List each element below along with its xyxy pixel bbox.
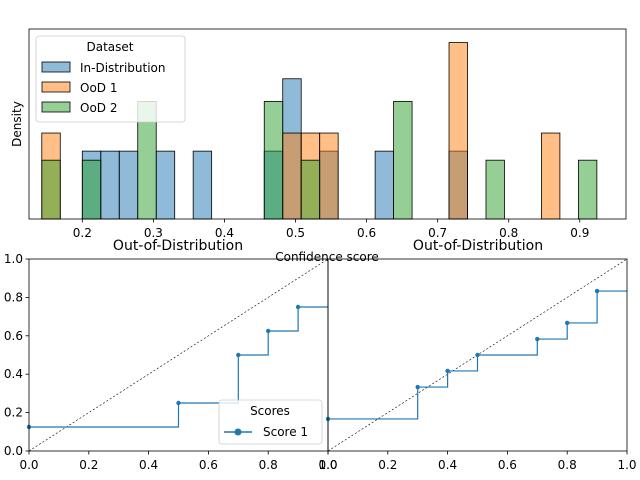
legend-label-score-1: Score 1 — [263, 425, 308, 439]
histogram-x-tick-label: 0.4 — [215, 226, 234, 240]
calibration-left-chart: Out-of-Distribution 0.0 0.2 0.4 0.6 0.8 1.0 0… — [4, 238, 338, 472]
histogram-frame — [28, 28, 627, 220]
histogram-x-label: Confidence score — [275, 250, 379, 264]
histogram-bar-in-distribution-3 — [155, 150, 176, 220]
histogram-bar-in-distribution-8 — [374, 150, 394, 220]
calibration-left-x-tick-label: 0.2 — [79, 458, 98, 472]
calibration-left-x-tick-label: 0.6 — [199, 458, 218, 472]
calibration-right-x-tick-label: 0.2 — [378, 458, 397, 472]
calibration-left-y-tick-label: 0.6 — [4, 329, 23, 343]
calibration-left-x-tick-label: 0.4 — [139, 458, 158, 472]
calibration-right-x-tick-label: 1.0 — [617, 458, 636, 472]
calibration-right-point-3 — [475, 352, 480, 358]
histogram-x-tick-label: 0.5 — [286, 226, 305, 240]
calibration-left-x-tick-label: 0.0 — [19, 458, 38, 472]
histogram-x-tick-label: 0.6 — [357, 226, 376, 240]
calibration-right-step-line — [328, 290, 627, 420]
legend-marker-score-1 — [234, 428, 242, 436]
histogram-bar-ood-1-5 — [541, 132, 561, 220]
histogram-bar-ood-2-1 — [81, 159, 102, 220]
calibration-right-x-tick-label: 0.4 — [438, 458, 457, 472]
histogram-bar-in-distribution-4 — [192, 150, 213, 220]
calibration-left-diagonal — [28, 258, 329, 452]
histogram-x-ticks: 0.2 0.3 0.4 0.5 0.6 0.7 0.8 0.9 — [73, 219, 589, 240]
calibration-left-y-ticks: 0.0 0.2 0.4 0.6 0.8 1.0 — [4, 252, 29, 458]
calibration-right-x-tick-label: 0.8 — [558, 458, 577, 472]
calibration-right-point-6 — [594, 288, 600, 294]
calibration-right-point-4 — [535, 336, 540, 342]
histogram-x-tick-label: 0.8 — [499, 226, 518, 240]
calibration-left-point-1 — [176, 400, 181, 406]
calibration-left-x-ticks: 0.0 0.2 0.4 0.6 0.8 1.0 — [19, 451, 338, 472]
legend-swatch-ood-1 — [41, 81, 71, 93]
calibration-left-y-tick-label: 0.4 — [4, 367, 23, 381]
histogram-bars — [41, 42, 598, 220]
calibration-left-title: Out-of-Distribution — [113, 238, 243, 254]
histogram-x-tick-label: 0.2 — [73, 226, 92, 240]
calibration-right-title: Out-of-Distribution — [413, 238, 543, 254]
histogram-bar-ood-2-0 — [41, 159, 61, 220]
calibration-right-point-2 — [445, 368, 450, 374]
histogram-bar-ood-1-4 — [448, 42, 468, 220]
histogram-bar-in-distribution-2 — [118, 150, 139, 220]
calibration-left-point-2 — [236, 352, 241, 358]
histogram-x-tick-label: 0.9 — [570, 226, 589, 240]
calibration-legend: Scores Score 1 — [218, 399, 323, 445]
histogram-x-tick-label: 0.7 — [428, 226, 447, 240]
histogram-chart: 0.2 0.3 0.4 0.5 0.6 0.7 0.8 0.9 Confidence scor… — [10, 28, 627, 264]
legend-swatch-in-distribution — [41, 61, 71, 73]
histogram-bar-in-distribution-1 — [100, 150, 120, 220]
calibration-left-x-tick-label: 1.0 — [318, 458, 337, 472]
histogram-y-label: Density — [10, 101, 24, 147]
calibration-left-x-tick-label: 0.8 — [259, 458, 278, 472]
calibration-left-y-tick-label: 0.8 — [4, 290, 23, 304]
histogram-bar-ood-1-1 — [282, 132, 302, 220]
histogram-bar-ood-2-4 — [300, 159, 321, 220]
calibration-left-y-tick-label: 0.0 — [4, 444, 23, 458]
histogram-bar-ood-2-5 — [393, 100, 413, 220]
calibration-right-x-tick-label: 0.6 — [498, 458, 517, 472]
calibration-right-frame — [327, 258, 628, 452]
histogram-legend: Dataset In-Distribution OoD 1 OoD 2 — [35, 35, 186, 123]
calibration-left-curve — [26, 304, 328, 430]
histogram-bar-ood-2-7 — [577, 159, 598, 220]
histogram-x-tick-label: 0.3 — [144, 226, 163, 240]
calibration-left-y-tick-label: 1.0 — [4, 252, 23, 266]
legend-label-in-distribution: In-Distribution — [80, 61, 165, 75]
histogram-legend-title: Dataset — [87, 40, 134, 54]
calibration-right-chart: Out-of-Distribution 0.0 0.2 0.4 0.6 0.8 1.0 — [318, 238, 636, 472]
histogram-bar-ood-1-3 — [319, 132, 339, 220]
calibration-right-x-ticks: 0.0 0.2 0.4 0.6 0.8 1.0 — [318, 451, 637, 472]
calibration-left-y-tick-label: 0.2 — [4, 406, 23, 420]
calibration-right-x-tick-label: 0.0 — [318, 458, 337, 472]
calibration-left-point-3 — [266, 328, 271, 334]
histogram-legend-box — [35, 35, 186, 123]
calibration-left-point-4 — [295, 304, 301, 310]
legend-label-ood-1: OoD 1 — [80, 81, 117, 95]
calibration-legend-title: Scores — [250, 404, 290, 418]
calibration-right-point-5 — [565, 320, 570, 326]
histogram-bar-ood-2-3 — [263, 100, 284, 220]
legend-label-ood-2: OoD 2 — [80, 101, 117, 115]
calibration-right-curve — [325, 288, 627, 422]
calibration-right-point-1 — [415, 384, 420, 390]
legend-swatch-ood-2 — [41, 101, 71, 113]
calibration-legend-box — [218, 399, 323, 445]
calibration-left-step-line — [29, 306, 328, 428]
histogram-bar-ood-2-6 — [485, 159, 505, 220]
